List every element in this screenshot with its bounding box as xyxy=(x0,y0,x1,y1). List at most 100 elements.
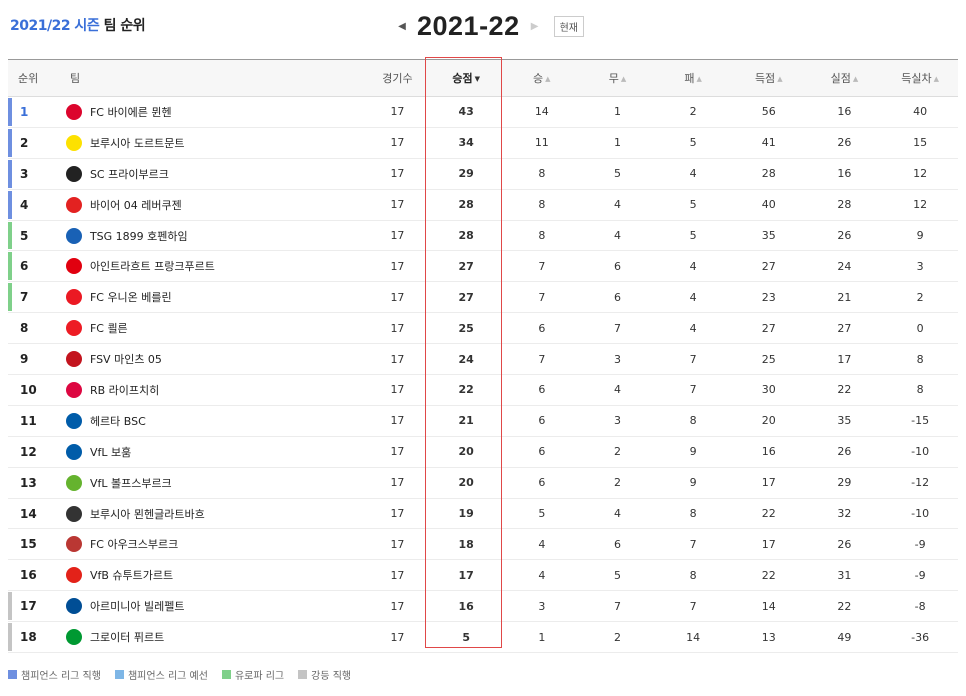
team-name[interactable]: 아르미니아 빌레펠트 xyxy=(89,600,185,614)
col-draws-header[interactable]: 무 ▲ xyxy=(580,60,656,97)
team-name[interactable]: 아인트라흐트 프랑크푸르트 xyxy=(89,260,215,274)
table-row[interactable]: 9 FSV 마인츠 05 17 24 7 3 7 25 17 8 xyxy=(8,344,958,375)
rank-cell: 18 xyxy=(8,622,48,653)
goal-diff-cell: 40 xyxy=(913,105,928,119)
team-cell[interactable]: FC 쾰른 xyxy=(48,313,367,344)
team-cell[interactable]: 보루시아 도르트문트 xyxy=(48,127,367,158)
team-name[interactable]: SC 프라이부르크 xyxy=(89,167,169,181)
sort-asc-icon: ▲ xyxy=(933,75,939,83)
table-row[interactable]: 17 아르미니아 빌레펠트 17 16 3 7 7 14 22 -8 xyxy=(8,591,958,622)
table-row[interactable]: 3 SC 프라이부르크 17 29 8 5 4 28 16 12 xyxy=(8,158,958,190)
triangle-right-icon[interactable]: ▶ xyxy=(530,20,539,32)
games-cell: 17 xyxy=(390,383,405,397)
team-name[interactable]: TSG 1899 호펜하임 xyxy=(89,229,188,243)
legend-item: 챔피언스 리그 예선 xyxy=(114,667,208,682)
points-cell: 27 xyxy=(458,290,474,304)
table-row[interactable]: 12 VfL 보훔 17 20 6 2 9 16 26 -10 xyxy=(8,436,958,468)
team-name[interactable]: 보루시아 도르트문트 xyxy=(89,136,185,150)
team-cell[interactable]: VfL 볼프스부르크 xyxy=(48,467,367,498)
team-logo-icon xyxy=(65,258,82,275)
zone-indicator xyxy=(8,190,12,219)
team-cell[interactable]: FC 바이에른 뮌헨 xyxy=(48,97,367,128)
goals-for-cell: 22 xyxy=(761,568,776,582)
team-name[interactable]: 그로이터 퓌르트 xyxy=(89,631,165,645)
team-cell[interactable]: TSG 1899 호펜하임 xyxy=(48,220,367,251)
team-name[interactable]: FC 쾰른 xyxy=(89,322,128,336)
team-cell[interactable]: VfB 슈투트가르트 xyxy=(48,560,367,591)
rank-value: 2 xyxy=(20,135,29,150)
goals-against-cell: 26 xyxy=(837,136,852,150)
team-cell[interactable]: 그로이터 퓌르트 xyxy=(48,622,367,653)
team-name[interactable]: VfL 볼프스부르크 xyxy=(89,476,172,490)
team-cell[interactable]: 바이어 04 레버쿠젠 xyxy=(48,189,367,220)
col-goals-for-header[interactable]: 득점 ▲ xyxy=(731,60,807,97)
team-name[interactable]: FC 우니온 베를린 xyxy=(89,291,172,305)
team-cell[interactable]: VfL 보훔 xyxy=(48,436,367,467)
table-row[interactable]: 1 FC 바이에른 뮌헨 17 43 14 1 2 56 16 40 xyxy=(8,97,958,128)
table-row[interactable]: 13 VfL 볼프스부르크 17 20 6 2 9 17 29 -12 xyxy=(8,467,958,499)
goal-diff-cell: 2 xyxy=(916,290,924,304)
rank-cell: 13 xyxy=(8,467,48,498)
season-year: 2021-22 xyxy=(417,10,520,41)
team-cell[interactable]: FSV 마인츠 05 xyxy=(48,344,367,375)
rank-value: 8 xyxy=(20,321,29,336)
table-row[interactable]: 8 FC 쾰른 17 25 6 7 4 27 27 0 xyxy=(8,313,958,344)
table-row[interactable]: 11 헤르타 BSC 17 21 6 3 8 20 35 -15 xyxy=(8,405,958,437)
goal-diff-cell: -9 xyxy=(914,537,926,551)
col-goal-diff-header[interactable]: 득실차 ▲ xyxy=(882,60,958,97)
rank-cell: 10 xyxy=(8,375,48,406)
draws-cell: 6 xyxy=(613,290,621,304)
col-losses-header[interactable]: 패 ▲ xyxy=(655,60,731,97)
team-name[interactable]: RB 라이프치히 xyxy=(89,383,160,397)
rank-cell: 2 xyxy=(8,127,48,158)
table-row[interactable]: 15 FC 아우크스부르크 17 18 4 6 7 17 26 -9 xyxy=(8,529,958,560)
team-name[interactable]: 헤르타 BSC xyxy=(89,414,146,428)
table-row[interactable]: 10 RB 라이프치히 17 22 6 4 7 30 22 8 xyxy=(8,375,958,406)
legend-label: 챔피언스 리그 직행 xyxy=(21,671,101,682)
goal-diff-cell: 8 xyxy=(916,352,924,366)
team-logo-icon xyxy=(65,412,82,429)
col-wins-header[interactable]: 승 ▲ xyxy=(504,60,580,97)
table-row[interactable]: 16 VfB 슈투트가르트 17 17 4 5 8 22 31 -9 xyxy=(8,560,958,591)
team-name[interactable]: 바이어 04 레버쿠젠 xyxy=(89,198,182,212)
table-row[interactable]: 7 FC 우니온 베를린 17 27 7 6 4 23 21 2 xyxy=(8,282,958,313)
zone-indicator xyxy=(8,623,12,652)
rank-cell: 7 xyxy=(8,282,48,313)
team-name[interactable]: FC 바이에른 뮌헨 xyxy=(89,105,172,119)
team-name[interactable]: FC 아우크스부르크 xyxy=(89,538,179,552)
table-row[interactable]: 14 보루시아 묀헨글라트바흐 17 19 5 4 8 22 32 -10 xyxy=(8,498,958,529)
team-cell[interactable]: 헤르타 BSC xyxy=(48,405,367,436)
team-cell[interactable]: 보루시아 묀헨글라트바흐 xyxy=(48,498,367,529)
rank-value: 4 xyxy=(20,197,29,212)
col-pts-header[interactable]: 승점 ▼ xyxy=(428,60,504,97)
table-row[interactable]: 4 바이어 04 레버쿠젠 17 28 8 4 5 40 28 12 xyxy=(8,189,958,221)
team-name[interactable]: 보루시아 묀헨글라트바흐 xyxy=(89,507,205,521)
triangle-left-icon[interactable]: ◀ xyxy=(398,20,406,32)
points-cell: 43 xyxy=(458,105,474,119)
table-row[interactable]: 18 그로이터 퓌르트 17 5 1 2 14 13 49 -36 xyxy=(8,622,958,653)
team-cell[interactable]: RB 라이프치히 xyxy=(48,375,367,406)
goals-for-cell: 27 xyxy=(761,259,776,273)
team-cell[interactable]: SC 프라이부르크 xyxy=(48,158,367,189)
table-row[interactable]: 6 아인트라흐트 프랑크푸르트 17 27 7 6 4 27 24 3 xyxy=(8,251,958,282)
team-logo-icon xyxy=(65,351,82,368)
draws-cell: 2 xyxy=(613,476,621,490)
team-name[interactable]: VfB 슈투트가르트 xyxy=(89,569,174,583)
draws-cell: 4 xyxy=(613,507,621,521)
losses-cell: 5 xyxy=(689,198,697,212)
goals-for-cell: 41 xyxy=(761,136,776,150)
team-name[interactable]: VfL 보훔 xyxy=(89,445,132,459)
team-cell[interactable]: 아인트라흐트 프랑크푸르트 xyxy=(48,251,367,282)
team-cell[interactable]: FC 우니온 베를린 xyxy=(48,282,367,313)
goals-against-cell: 49 xyxy=(837,630,852,644)
table-row[interactable]: 2 보루시아 도르트문트 17 34 11 1 5 41 26 15 xyxy=(8,127,958,159)
current-season-button[interactable]: 현재 xyxy=(553,15,584,37)
wins-cell: 6 xyxy=(538,445,546,459)
team-cell[interactable]: 아르미니아 빌레펠트 xyxy=(48,591,367,622)
games-cell: 17 xyxy=(390,290,405,304)
team-name[interactable]: FSV 마인츠 05 xyxy=(89,353,162,367)
col-goals-against-header[interactable]: 실점 ▲ xyxy=(807,60,883,97)
table-row[interactable]: 5 TSG 1899 호펜하임 17 28 8 4 5 35 26 9 xyxy=(8,220,958,251)
team-logo-icon xyxy=(65,474,82,491)
team-cell[interactable]: FC 아우크스부르크 xyxy=(48,529,367,560)
